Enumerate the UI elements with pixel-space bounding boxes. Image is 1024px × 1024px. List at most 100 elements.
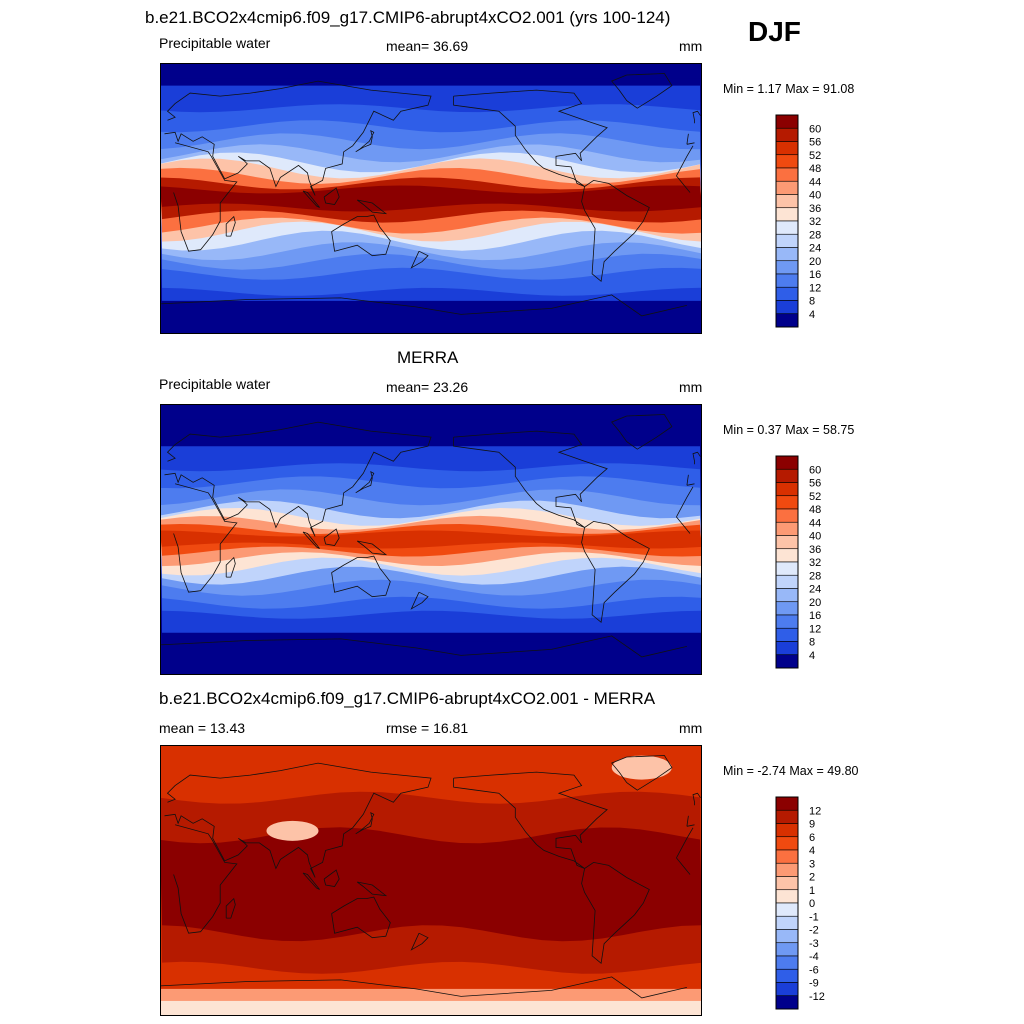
panel1-colorbar-swatch [775,260,799,275]
panel3-colorbar-swatch [775,876,799,891]
panel3-colorbar-tick-label: -6 [809,964,819,976]
panel1-colorbar-swatch [775,194,799,209]
panel2-map-coastlines [160,414,701,658]
panel2-map-coastline-borneo [323,528,340,546]
panel3-colorbar-swatch [775,809,799,824]
panel3-map [160,745,702,1016]
panel1-mean-label: mean= 36.69 [386,38,469,54]
panel1-map-coastlines [160,73,701,317]
panel2-colorbar-tick-label: 12 [809,623,821,635]
panel1-colorbar-swatch [775,154,799,169]
panel3-colorbar-swatch [775,889,799,904]
panel2-colorbar-tick-label: 40 [809,531,821,543]
panel1-colorbar-swatch [775,114,799,129]
panel1-colorbar-tick-label: 48 [809,163,821,175]
panel3-colorbar-swatch [775,902,799,917]
panel1-colorbar-tick-label: 24 [809,243,821,255]
panel2-map-contour-band [160,530,702,549]
panel2-colorbar-swatch [775,641,799,656]
panel1-colorbar-swatch [775,207,799,222]
panel3-colorbar-tick-label: 1 [809,885,815,897]
panel2-map-coastline-africa [173,483,694,593]
panel1-map-coastline-samerica [581,179,650,283]
panel3-colorbar-swatch [775,862,799,877]
panel3-map-coastline-africa [173,824,694,934]
panel1-colorbar-swatch [775,167,799,182]
panel3-colorbar-tick-label: -12 [809,991,825,1003]
panel1-colorbar-tick-label: 20 [809,256,821,268]
panel1-colorbar-swatch [775,273,799,288]
panel1-colorbar-tick-label: 12 [809,282,821,294]
panel2-mean-label: mean= 23.26 [386,379,469,395]
panel1-colorbar-tick-label: 60 [809,123,821,135]
panel2-minmax-label: Min = 0.37 Max = 58.75 [723,423,855,437]
panel3-map-coastline-sumatra [302,872,320,890]
panel1-map-coastline-eurasia [164,80,695,196]
panel2-map-coastline-namerica [453,430,608,528]
season-label: DJF [748,16,801,47]
panel3-map-coastline-britain [692,792,701,806]
panel2-colorbar-swatch [775,482,799,497]
panel2-map-coastline-samerica [581,520,650,624]
panel3-map-coastline-eurasia [164,762,695,878]
panel3-map-coastline-antarctica [160,976,687,999]
panel3-colorbar-swatch [775,915,799,930]
panel1-map-coastline-antarctica [160,294,687,317]
panel2-colorbar-tick-label: 56 [809,478,821,490]
panel1-map-coastline-sumatra [302,190,320,208]
panel2-colorbar-tick-label: 20 [809,597,821,609]
panel2-colorbar-swatch [775,561,799,576]
panel2-colorbar-tick-label: 44 [809,517,821,529]
panel2-colorbar-swatch [775,508,799,523]
panel1-colorbar-tick-label: 8 [809,296,815,308]
panel3-colorbar: 12 9 6 4 3 2 1 0 -1 -2 -3 -4 -6 -9 -12 [775,796,846,1013]
panel3-colorbar-tick-label: 6 [809,832,815,844]
panel3-map-coastline-greenland [611,755,673,791]
panel3-map-coastline-japan [355,812,375,835]
panel3-colorbar-swatch [775,796,799,811]
panel3-map-greenland-patch [611,755,672,780]
panel3-map-contour-band [160,827,702,942]
panel3-minmax-label: Min = -2.74 Max = 49.80 [723,764,859,778]
panel1-colorbar-tick-label: 56 [809,137,821,149]
panel2-colorbar-swatch [775,601,799,616]
panel2-map-coastline-madagascar [225,556,236,578]
panel1-colorbar: 60 56 52 48 44 40 36 32 28 24 20 16 12 8 4 [775,114,846,331]
panel2-map-coastline-britain [692,451,701,465]
panel1-map-contour-band [160,185,702,212]
panel3-colorbar-outline [775,796,799,1010]
panel1-colorbar-tick-label: 32 [809,216,821,228]
panel1-colorbar-tick-label: 16 [809,269,821,281]
panel3-rmse-label: rmse = 16.81 [386,720,469,736]
panel1-colorbar-swatch [775,313,799,328]
panel2-colorbar-swatch [775,654,799,669]
panel3-colorbar-tick-label: -3 [809,938,819,950]
panel3-map-coastline-australia [331,896,391,939]
panel1-colorbar-tick-label: 52 [809,150,821,162]
panel1-map-coastline-africa [173,142,694,252]
panel3-map-coastline-namerica [453,771,608,869]
panel2-map-coastline-greenland [611,414,673,450]
panel3-colorbar-swatch [775,836,799,851]
panel1-map-coastline-japan [355,130,375,153]
panel1-colorbar-tick-label: 28 [809,229,821,241]
panel1-map-coastline-borneo [323,187,340,205]
panel3-map-tibet-patch [266,820,319,841]
panel2-map-coastline-eurasia [164,421,695,537]
panel3-colorbar-tick-label: 3 [809,858,815,870]
panel1-colorbar-swatch [775,180,799,195]
panel1-map-arctic-band [160,63,702,79]
panel1-units-label: mm [679,38,703,54]
panel2-map-coastline-antarctica [160,635,687,658]
panel2-colorbar-tick-label: 4 [809,650,815,662]
panel1-title: b.e21.BCO2x4cmip6.f09_g17.CMIP6-abrupt4x… [145,8,671,27]
panel2-title: MERRA [397,348,459,367]
panel2-colorbar-tick-label: 52 [809,491,821,503]
panel3-map-polar-band [160,1000,702,1016]
panel1-colorbar-swatch [775,286,799,301]
panel2-colorbar-swatch [775,588,799,603]
panel1-colorbar-swatch [775,220,799,235]
panel3-colorbar-swatch [775,942,799,957]
panel1-colorbar-swatch [775,233,799,248]
panel3-colorbar-swatch [775,982,799,997]
